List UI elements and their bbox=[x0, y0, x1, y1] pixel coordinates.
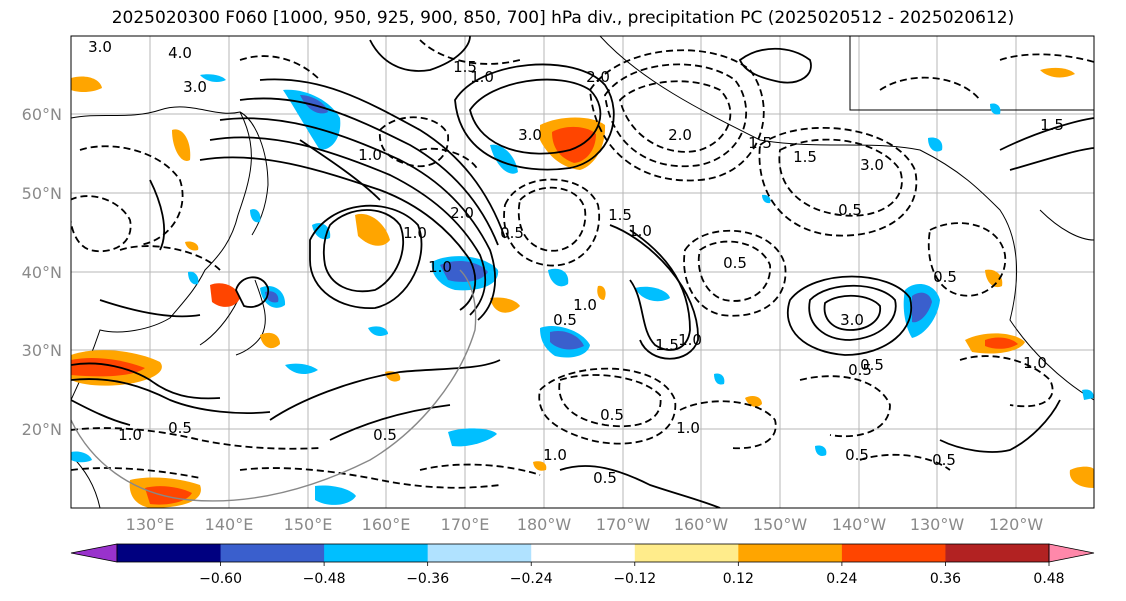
contour-label: 1.5 bbox=[608, 206, 632, 224]
lon-label: 130°E bbox=[126, 515, 175, 534]
colorbar-segment bbox=[841, 544, 946, 562]
contour-label: 1.5 bbox=[793, 148, 817, 166]
contour-label: 0.5 bbox=[933, 268, 957, 286]
plot-title: 2025020300 F060 [1000, 950, 925, 900, 85… bbox=[111, 8, 1015, 28]
grey-contour bbox=[71, 269, 477, 502]
contour-label: 1.0 bbox=[118, 426, 142, 444]
colorbar-extend-high bbox=[1048, 543, 1095, 563]
lon-label: 120°W bbox=[989, 515, 1044, 534]
contour-label: 3.0 bbox=[518, 126, 542, 144]
lat-label: 60°N bbox=[22, 105, 62, 124]
lon-label: 150°W bbox=[753, 515, 808, 534]
contour-label: 1.5 bbox=[748, 134, 772, 152]
contour-label: 1.0 bbox=[1023, 354, 1047, 372]
colorbar-tick-label: 0.36 bbox=[930, 571, 961, 587]
contour-label: 1.0 bbox=[358, 146, 382, 164]
contour-label: 3.0 bbox=[860, 156, 884, 174]
contour-label: 3.0 bbox=[88, 38, 112, 56]
contour-label: 0.5 bbox=[373, 426, 397, 444]
colorbar-tick-label: 0.12 bbox=[723, 571, 754, 587]
contour-label: 0.5 bbox=[932, 451, 956, 469]
lat-label: 30°N bbox=[22, 341, 62, 360]
lat-label: 20°N bbox=[22, 420, 62, 439]
contour-label: 1.0 bbox=[678, 331, 702, 349]
contour-label: 0.5 bbox=[848, 361, 872, 379]
contour-label: 3.0 bbox=[183, 78, 207, 96]
colorbar-segment bbox=[427, 544, 532, 562]
negative-contours bbox=[71, 39, 1094, 489]
lon-label: 170°E bbox=[441, 515, 490, 534]
contour-label: 1.5 bbox=[453, 58, 477, 76]
lon-label: 160°W bbox=[674, 515, 729, 534]
colorbar-tick-label: 0.48 bbox=[1033, 571, 1064, 587]
contour-label: 1.0 bbox=[676, 419, 700, 437]
colorbar-segment bbox=[531, 544, 636, 562]
contour-label: 0.5 bbox=[600, 406, 624, 424]
contour-label: 1.0 bbox=[428, 258, 452, 276]
lon-label: 130°W bbox=[910, 515, 965, 534]
colorbar: −0.60 −0.48 −0.36 −0.24 −0.12 0.12 0.24 0.36 0.4… bbox=[70, 543, 1095, 587]
colorbar-tick-label: −0.60 bbox=[199, 571, 242, 587]
contour-label: 0.5 bbox=[168, 419, 192, 437]
colorbar-tick-label: −0.36 bbox=[406, 571, 449, 587]
colorbar-segment bbox=[117, 544, 222, 562]
contour-label: 2.0 bbox=[450, 204, 474, 222]
colorbar-segment bbox=[220, 544, 325, 562]
contour-label: 4.0 bbox=[168, 44, 192, 62]
colorbar-tick-label: −0.12 bbox=[613, 571, 656, 587]
colorbar-tick-label: −0.24 bbox=[510, 571, 553, 587]
contour-label: 1.5 bbox=[655, 336, 679, 354]
lon-label: 150°E bbox=[284, 515, 333, 534]
lon-axis: 130°E 140°E 150°E 160°E 170°E 180°W 170°… bbox=[126, 515, 1044, 534]
contour-label: 0.5 bbox=[845, 446, 869, 464]
gridlines bbox=[71, 36, 1094, 508]
contour-label: 2.0 bbox=[668, 126, 692, 144]
contour-label: 1.0 bbox=[573, 296, 597, 314]
lat-label: 40°N bbox=[22, 263, 62, 282]
map-frame bbox=[70, 35, 1095, 509]
contour-label: 2.0 bbox=[586, 68, 610, 86]
contour-label: 0.5 bbox=[860, 356, 884, 374]
contour-label: 1.0 bbox=[543, 446, 567, 464]
lon-label: 160°E bbox=[362, 515, 411, 534]
contour-label: 3.0 bbox=[840, 311, 864, 329]
contour-label: 1.5 bbox=[1040, 116, 1064, 134]
contour-label: 0.5 bbox=[838, 201, 862, 219]
lon-label: 180°W bbox=[517, 515, 572, 534]
contour-label: 0.5 bbox=[553, 311, 577, 329]
colorbar-segment bbox=[634, 544, 739, 562]
contour-label: 1.0 bbox=[403, 224, 427, 242]
contour-label: 0.5 bbox=[723, 254, 747, 272]
contour-label: 0.5 bbox=[500, 224, 524, 242]
colorbar-extend-low bbox=[70, 543, 118, 563]
contour-label: 0.5 bbox=[593, 469, 617, 487]
colorbar-segment bbox=[324, 544, 429, 562]
lon-label: 140°W bbox=[832, 515, 887, 534]
positive-contours bbox=[71, 36, 1094, 508]
contour-label: 1.0 bbox=[628, 222, 652, 240]
lat-axis: 60°N 50°N 40°N 30°N 20°N bbox=[22, 105, 62, 439]
contour-labels: 3.0 4.03.01.51.0 2.03.0 2.0 1.51.5 3.01.01.51… bbox=[88, 38, 1064, 487]
colorbar-tick-label: 0.24 bbox=[826, 571, 857, 587]
lon-label: 170°W bbox=[596, 515, 651, 534]
contour-label: 1.0 bbox=[470, 68, 494, 86]
colorbar-tick-label: −0.48 bbox=[303, 571, 346, 587]
colorbar-segment bbox=[738, 544, 843, 562]
lat-label: 50°N bbox=[22, 184, 62, 203]
lon-label: 140°E bbox=[205, 515, 254, 534]
colorbar-segment bbox=[945, 544, 1050, 562]
precip-shading bbox=[71, 67, 1094, 508]
